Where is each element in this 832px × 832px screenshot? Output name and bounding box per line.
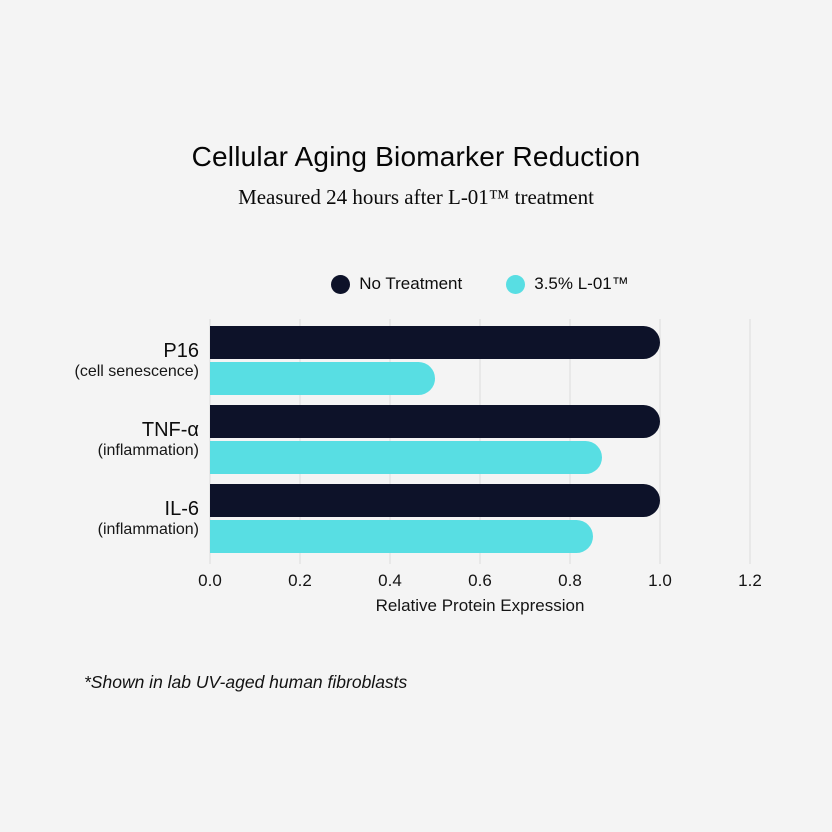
footnote: *Shown in lab UV-aged human fibroblasts (84, 672, 408, 692)
category-label: IL-6 (inflammation) (62, 498, 210, 539)
bar-group (210, 405, 750, 474)
gridline (749, 319, 751, 564)
category-subtitle: (cell senescence) (74, 362, 200, 380)
bar-p16-treated (210, 362, 435, 395)
x-tick-label: 0.8 (558, 571, 582, 590)
category-name: P16 (163, 339, 199, 362)
bar-group (210, 484, 750, 553)
chart-row: P16 (cell senescence) (62, 326, 750, 395)
bar-il-6-no-treatment (210, 484, 660, 517)
legend-item: No Treatment (331, 274, 462, 294)
category-label: TNF-α (inflammation) (62, 419, 210, 460)
category-name: TNF-α (141, 418, 199, 441)
gridline (659, 319, 661, 564)
bar-p16-no-treatment (210, 326, 660, 359)
chart-subtitle: Measured 24 hours after L-01™ treatment (238, 185, 594, 209)
chart-title: Cellular Aging Biomarker Reduction (191, 141, 641, 172)
legend-label: No Treatment (359, 274, 463, 293)
x-tick-label: 0.6 (468, 571, 492, 590)
bar-rows: P16 (cell senescence) TNF-α (inflammation) I… (62, 319, 750, 564)
chart-row: TNF-α (inflammation) (62, 405, 750, 474)
bar-tnf-α-treated (210, 441, 602, 474)
category-subtitle: (inflammation) (97, 441, 199, 459)
legend-label: 3.5% L-01™ (534, 274, 629, 293)
chart-legend: No Treatment 3.5% L-01™ (210, 274, 750, 294)
legend-item: 3.5% L-01™ (506, 274, 629, 294)
legend-swatch-icon (506, 274, 526, 294)
x-tick-label: 0.4 (378, 571, 402, 590)
legend-swatch-icon (331, 274, 351, 294)
bar-tnf-α-no-treatment (210, 405, 660, 438)
chart-row: IL-6 (inflammation) (62, 484, 750, 553)
x-tick-label: 0.2 (288, 571, 312, 590)
x-tick-label: 0.0 (198, 571, 222, 590)
x-tick-label: 1.2 (738, 571, 762, 590)
category-subtitle: (inflammation) (97, 520, 199, 538)
bar-chart: P16 (cell senescence) TNF-α (inflammation) I… (62, 319, 751, 564)
x-tick-label: 1.0 (648, 571, 672, 590)
category-name: IL-6 (164, 497, 199, 520)
bar-il-6-treated (210, 520, 593, 553)
bar-group (210, 326, 750, 395)
x-axis-title: Relative Protein Expression (375, 596, 585, 615)
x-axis-ticks: 0.0 0.2 0.4 0.6 0.8 1.0 1.2 (198, 571, 762, 593)
category-label: P16 (cell senescence) (62, 340, 210, 381)
